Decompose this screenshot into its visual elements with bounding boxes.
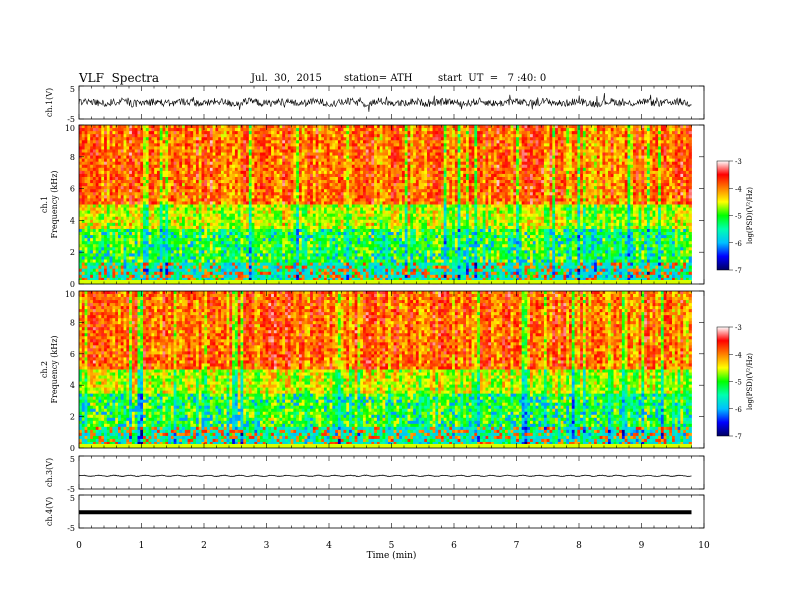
ch1_spec-low-band <box>79 280 692 284</box>
ch1_wave-ytick-0: 5 <box>70 85 75 94</box>
ch2-cbtick-1: -4 <box>735 351 742 359</box>
ch2_spec-channel-label: ch.2 <box>40 361 49 378</box>
ch2_spec-ylabel: Frequency (kHz) <box>50 335 59 403</box>
ch1_spec-heatmap <box>79 125 692 285</box>
xtick-8: 8 <box>576 541 582 551</box>
ch4_wave-ytick-1: -5 <box>67 524 75 533</box>
ch1-cbtick-2: -5 <box>735 213 742 221</box>
ch2_spec-ytick-1: 2 <box>70 413 75 422</box>
ch1-cbtick-4: -7 <box>735 267 742 275</box>
xtick-5: 5 <box>389 541 395 551</box>
ch2_spec-ytick-4: 8 <box>70 318 75 327</box>
ch1_spec-ytick-2: 4 <box>70 216 75 225</box>
station-label: station= ATH <box>344 73 412 84</box>
ch1_wave-ytick-1: -5 <box>67 115 75 124</box>
ch3_wave-ytick-0: 5 <box>70 455 75 464</box>
ch2_spec-heatmap <box>79 291 692 449</box>
ch1-colorbar-label: log(PSD)(V²/Hz) <box>746 187 754 244</box>
xtick-10: 10 <box>698 541 710 551</box>
ch1_spec-ytick-1: 2 <box>70 248 75 257</box>
ch2_spec-low-band <box>79 444 692 448</box>
ch4_wave-ytick-0: 5 <box>70 494 75 503</box>
ch1_spec-channel-label: ch.1 <box>40 196 49 213</box>
ch1-colorbar <box>716 160 730 271</box>
ch1_spec-ytick-5: 10 <box>65 124 75 133</box>
xtick-6: 6 <box>451 541 457 551</box>
ch2_spec-ytick-2: 4 <box>70 381 75 390</box>
ch2-cbtick-3: -6 <box>735 406 742 414</box>
ch1_wave-trace <box>78 92 692 112</box>
ch2-cbtick-2: -5 <box>735 379 742 387</box>
ch2-cbtick-4: -7 <box>735 433 742 441</box>
xtick-1: 1 <box>139 541 145 551</box>
ch1_spec-ytick-0: 0 <box>70 280 75 289</box>
xtick-2: 2 <box>201 541 207 551</box>
ch2-colorbar <box>716 326 730 437</box>
ch2-colorbar-label: log(PSD)(V²/Hz) <box>746 353 754 410</box>
ch2_spec-ytick-0: 0 <box>70 444 75 453</box>
ch2_spec-ytick-5: 10 <box>65 290 75 299</box>
ch1_spec-ytick-4: 8 <box>70 153 75 162</box>
ch4_wave-ylabel: ch.4(V) <box>45 497 54 526</box>
ch1_spec-ytick-3: 6 <box>70 185 75 194</box>
ch1-cbtick-1: -4 <box>735 185 742 193</box>
xtick-0: 0 <box>76 541 82 551</box>
ch1_wave-ylabel: ch.1(V) <box>45 88 54 117</box>
xtick-4: 4 <box>326 541 332 551</box>
ch3_wave-ylabel: ch.3(V) <box>45 458 54 487</box>
chart-title: VLF Spectra <box>79 71 159 85</box>
ch1_spec-ylabel: Frequency (kHz) <box>50 170 59 238</box>
ch1-cbtick-3: -6 <box>735 240 742 248</box>
xtick-7: 7 <box>514 541 520 551</box>
ch1-cbtick-0: -3 <box>735 158 742 166</box>
ch3_wave-ytick-1: -5 <box>67 485 75 494</box>
start-time-label: start UT = 7 :40: 0 <box>438 73 546 84</box>
ch2_spec-ytick-3: 6 <box>70 350 75 359</box>
xtick-9: 9 <box>639 541 645 551</box>
date-label: Jul. 30, 2015 <box>251 73 322 84</box>
ch3_wave-trace <box>78 474 692 477</box>
x-axis-label: Time (min) <box>367 550 417 561</box>
ch2-cbtick-0: -3 <box>735 324 742 332</box>
xtick-3: 3 <box>264 541 270 551</box>
